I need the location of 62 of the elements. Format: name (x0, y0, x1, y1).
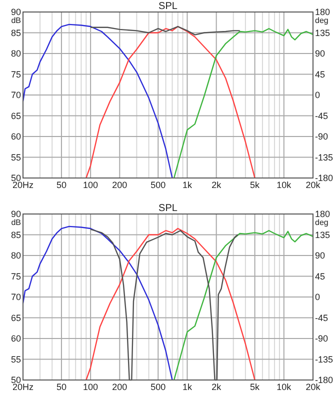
y-tick-label: 90 (10, 7, 21, 17)
chart-title: SPL (158, 203, 178, 214)
y-tick-label: 65 (10, 110, 21, 121)
x-tick-label: 20Hz (12, 180, 34, 190)
x-tick-label: 50 (56, 382, 66, 392)
x-tick-label: 2k (212, 382, 222, 392)
y-tick-label: 80 (10, 250, 21, 260)
y2-tick-label: 180 (315, 7, 330, 17)
y2-axis-title: deg (315, 16, 328, 25)
x-tick-label: 10k (276, 180, 292, 190)
y-tick-label: 80 (10, 48, 21, 58)
x-tick-label: 5k (250, 382, 260, 392)
y2-tick-label: -45 (315, 110, 328, 121)
y-tick-label: 85 (10, 230, 21, 240)
y-axis-title: dB (11, 16, 21, 25)
x-tick-label: 20k (306, 180, 321, 190)
x-tick-label: 50 (56, 180, 66, 190)
y-tick-label: 55 (10, 354, 21, 364)
y-tick-label: 65 (10, 312, 21, 323)
y-tick-label: 85 (10, 28, 21, 38)
y2-tick-label: -135 (315, 354, 334, 364)
x-tick-label: 1k (182, 180, 192, 190)
y2-tick-label: 180 (315, 209, 330, 219)
x-tick-label: 200 (112, 180, 128, 190)
y-tick-label: 55 (10, 152, 21, 162)
y-tick-label: 70 (10, 292, 21, 302)
x-tick-label: 20k (306, 382, 321, 392)
x-tick-label: 100 (83, 180, 98, 190)
y2-tick-label: 90 (315, 48, 326, 58)
y2-axis-title: deg (315, 218, 328, 227)
y2-tick-label: 90 (315, 250, 326, 260)
y2-tick-label: 135 (315, 230, 330, 240)
x-tick-label: 100 (83, 382, 98, 392)
y2-tick-label: -90 (315, 334, 328, 344)
y2-tick-label: -180 (315, 173, 334, 183)
x-tick-label: 1k (182, 382, 192, 392)
y2-tick-label: 45 (315, 271, 326, 282)
y2-tick-label: 0 (315, 292, 320, 302)
y-tick-label: 90 (10, 209, 21, 219)
y2-tick-label: -135 (315, 152, 334, 162)
x-tick-label: 20Hz (12, 382, 34, 392)
y2-tick-label: 135 (315, 28, 330, 38)
chart-title: SPL (158, 1, 178, 12)
x-tick-label: 500 (150, 382, 166, 392)
x-tick-label: 500 (150, 180, 166, 190)
x-tick-label: 5k (250, 180, 260, 190)
y-tick-label: 60 (10, 334, 21, 344)
y2-tick-label: -180 (315, 375, 334, 385)
y-tick-label: 60 (10, 132, 21, 142)
y-tick-label: 75 (10, 69, 21, 80)
y-tick-label: 50 (10, 375, 21, 385)
y2-tick-label: 0 (315, 90, 320, 100)
y-tick-label: 75 (10, 271, 21, 282)
y-axis-title: dB (11, 218, 21, 227)
x-tick-label: 10k (276, 382, 292, 392)
y-tick-label: 70 (10, 90, 21, 100)
y2-tick-label: -45 (315, 312, 328, 323)
x-tick-label: 2k (212, 180, 222, 190)
y-tick-label: 50 (10, 173, 21, 183)
x-tick-label: 200 (112, 382, 128, 392)
y2-tick-label: -90 (315, 132, 328, 142)
y2-tick-label: 45 (315, 69, 326, 80)
